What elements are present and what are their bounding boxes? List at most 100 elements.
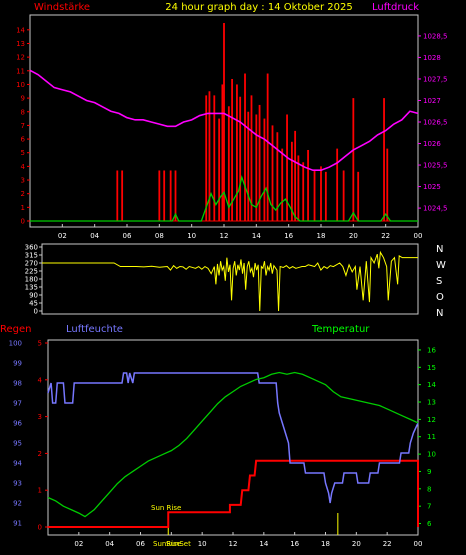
compass-label: S (436, 276, 442, 287)
wind-gust-bar (276, 132, 279, 221)
wind-tick-label: 11 (16, 67, 25, 75)
sunrise-axis-label: SunRise (153, 540, 181, 548)
humidity-tick-label: 97 (13, 400, 22, 408)
pressure-tick-label: 1028,5 (423, 32, 448, 40)
climate-x-tick-label: 20 (352, 540, 361, 548)
wind-gust-bar (320, 166, 322, 221)
wind-label: Windstärke (34, 2, 90, 13)
climate-x-tick-label: 18 (321, 540, 330, 548)
climate-chart: 1009998979695949392915432101615141312111… (9, 340, 437, 549)
wind-gust-bar (227, 106, 230, 221)
wind-gust-bar (205, 95, 208, 221)
climate-x-tick-label: 22 (383, 540, 392, 548)
pressure-tick-label: 1026 (423, 140, 441, 148)
wind-gust-bar (239, 96, 242, 221)
sunrise-annotation: Sun Rise (151, 504, 181, 512)
wind-x-tick-label: 18 (317, 232, 326, 240)
pressure-tick-label: 1028 (423, 54, 441, 62)
wind-gust-bar (291, 141, 293, 221)
wind-gust-bar (281, 148, 284, 221)
wind-tick-label: 4 (21, 163, 26, 171)
humidity-tick-label: 94 (13, 460, 22, 468)
direction-tick-label: 45 (29, 300, 38, 308)
temperature-label: Temperatur (311, 324, 370, 335)
wind-gust-bar (163, 170, 166, 221)
humidity-label: Luftfeuchte (66, 324, 123, 335)
climate-x-tick-label: 10 (198, 540, 207, 548)
pressure-tick-label: 1027,5 (423, 75, 448, 83)
wind-gust-bar (169, 170, 172, 221)
wind-gust-bar (386, 148, 389, 221)
wind-gust-bar (236, 84, 238, 221)
pressure-tick-label: 1025,5 (423, 162, 448, 170)
humidity-tick-label: 98 (13, 380, 22, 388)
pressure-label: Luftdruck (372, 2, 419, 13)
climate-x-tick-label: 14 (259, 540, 268, 548)
pressure-tick-label: 1027 (423, 97, 441, 105)
wind-gust-bar (357, 171, 360, 221)
rain-tick-label: 5 (38, 340, 42, 348)
climate-x-tick-label: 02 (74, 540, 83, 548)
climate-x-tick-label: 16 (290, 540, 299, 548)
climate-x-tick-label: 12 (229, 540, 238, 548)
wind-tick-label: 7 (21, 122, 25, 130)
wind-x-tick-label: 02 (58, 232, 67, 240)
direction-tick-label: 270 (25, 260, 38, 268)
temperature-tick-label: 6 (427, 520, 432, 528)
temperature-tick-label: 16 (427, 346, 436, 354)
wind-x-tick-label: 14 (252, 232, 261, 240)
humidity-tick-label: 99 (13, 360, 22, 368)
wind-x-tick-label: 20 (349, 232, 358, 240)
rain-tick-label: 3 (38, 413, 42, 421)
wind-chart: 012345678910111213141024,510251025,51026… (16, 23, 448, 240)
direction-tick-label: 180 (25, 276, 38, 284)
wind-gust-bar (307, 149, 309, 221)
temperature-line (47, 371, 419, 518)
wind-gust-bar (258, 104, 261, 221)
wind-tick-label: 9 (21, 95, 25, 103)
temperature-tick-label: 8 (427, 485, 431, 493)
compass-label: N (436, 308, 443, 319)
wind-tick-label: 6 (21, 136, 26, 144)
pressure-tick-label: 1026,5 (423, 119, 448, 127)
direction-line (42, 250, 418, 312)
wind-gust-bar (250, 95, 253, 221)
direction-tick-label: 135 (25, 284, 38, 292)
wind-gust-bar (121, 170, 124, 221)
wind-tick-label: 10 (16, 81, 25, 89)
compass-label: N (436, 244, 443, 255)
wind-gust-bar (297, 155, 300, 221)
wind-gust-bar (342, 170, 345, 221)
climate-x-tick-label: 04 (105, 540, 114, 548)
temperature-tick-label: 13 (427, 399, 436, 407)
wind-gust-bar (244, 73, 246, 221)
wind-gust-bar (336, 148, 339, 221)
wind-gust-bar (271, 125, 274, 221)
wind-x-tick-label: 22 (381, 232, 390, 240)
chart-title: 24 hour graph day : 14 Oktober 2025 (165, 2, 352, 13)
humidity-tick-label: 93 (13, 480, 22, 488)
temperature-tick-label: 15 (427, 364, 436, 372)
wind-gust-bar (266, 73, 269, 221)
wind-gust-bar (221, 84, 224, 221)
wind-gust-bar (286, 114, 288, 221)
temperature-tick-label: 10 (427, 451, 436, 459)
wind-x-tick-label: 12 (220, 232, 229, 240)
wind-average-line (30, 175, 418, 222)
wind-tick-label: 12 (16, 54, 25, 62)
wind-gust-bar (324, 171, 327, 221)
wind-gust-bar (116, 170, 119, 221)
wind-gust-bar (174, 170, 177, 221)
wind-gust-bar (294, 130, 297, 221)
wind-gust-bar (263, 118, 266, 221)
humidity-tick-label: 95 (13, 440, 22, 448)
pressure-tick-label: 1024,5 (423, 205, 448, 213)
rain-label: Regen (0, 324, 32, 335)
wind-x-tick-label: 04 (90, 232, 99, 240)
wind-x-tick-label: 10 (187, 232, 196, 240)
wind-gust-bar (213, 95, 216, 221)
wind-gust-bar (302, 162, 305, 221)
humidity-line (47, 372, 419, 504)
